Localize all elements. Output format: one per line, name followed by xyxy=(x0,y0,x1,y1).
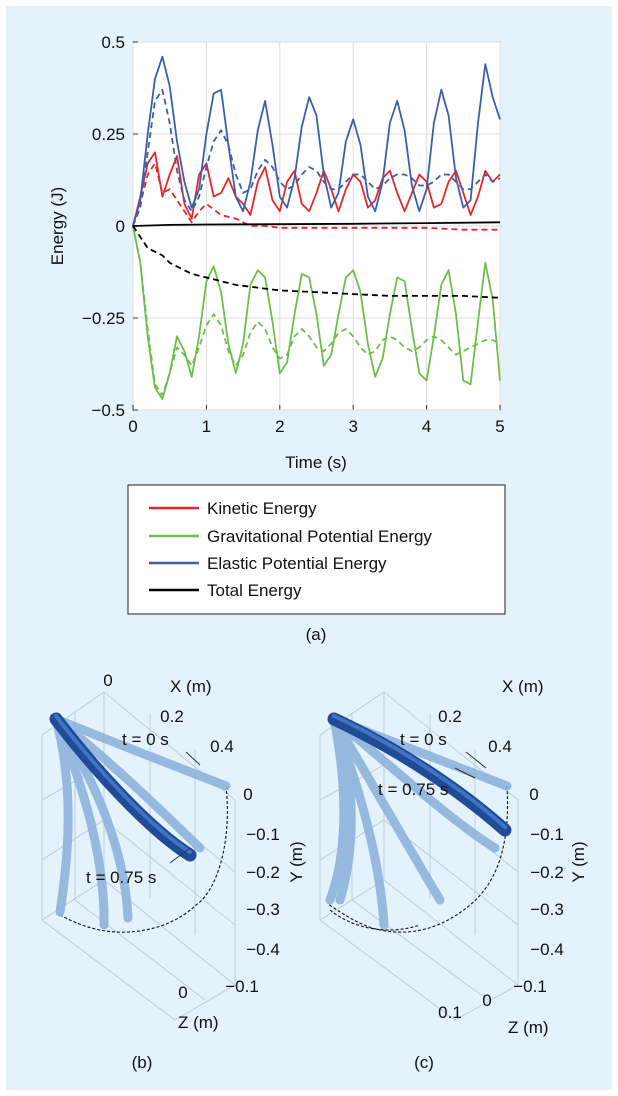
series-line-2 xyxy=(132,225,501,400)
x-tick-label: 0 xyxy=(128,417,137,436)
x-axis-label-b: X (m) xyxy=(170,677,212,696)
y-tick-label: −0.5 xyxy=(91,401,125,420)
x-tick-label: 2 xyxy=(275,417,284,436)
tick-label-z: 0 xyxy=(178,983,187,1002)
legend-label-gravitational: Gravitational Potential Energy xyxy=(207,527,432,546)
tick-label-x: 0 xyxy=(103,671,112,690)
series-line-6 xyxy=(132,221,501,227)
energy-chart: 0 1 2 3 4 5 0.5 0.25 0 −0.25 −0.5 Time (s) Energy… xyxy=(48,33,505,472)
series-line-4 xyxy=(132,55,501,227)
annotation-leader-t075 xyxy=(454,767,476,779)
y-axis-label-c: Y (m) xyxy=(569,841,588,882)
series-line-7 xyxy=(132,225,501,299)
y-tick-label: 0.25 xyxy=(92,125,125,144)
tick-label-x: 0.2 xyxy=(438,707,462,726)
tick-label-y: −0.2 xyxy=(246,863,280,882)
tick-label-y: −0.1 xyxy=(530,825,564,844)
annotation-t075: t = 0.75 s xyxy=(86,868,156,887)
legend-label-total: Total Energy xyxy=(207,581,302,600)
legend-label-kinetic: Kinetic Energy xyxy=(207,499,317,518)
series-line-1 xyxy=(132,162,500,231)
rod-initial-highlight xyxy=(54,714,192,854)
x-tick-label: 4 xyxy=(422,417,431,436)
tick-labels-b: 0 0.2 0.4 0 −0.1 −0.2 −0.3 −0.4 0 −0.1 xyxy=(103,671,280,1002)
caption-b: (b) xyxy=(132,1053,153,1072)
caption-c: (c) xyxy=(414,1053,434,1072)
y-tick-labels: 0.5 0.25 0 −0.25 −0.5 xyxy=(82,33,125,420)
annotation-t0: t = 0 s xyxy=(122,730,169,749)
tick-label-y: −0.2 xyxy=(530,863,564,882)
tick-label-y: −0.1 xyxy=(246,825,280,844)
rod-plot-b: t = 0 s t = 0.75 s X (m) 0 0.2 0.4 0 −0.1 −0.… xyxy=(41,671,306,1072)
annotation-t0: t = 0 s xyxy=(400,730,447,749)
x-axis-label: Time (s) xyxy=(285,453,347,472)
tick-label-z: −0.1 xyxy=(513,977,547,996)
tick-labels-c: 0.2 0.4 0 −0.1 −0.2 −0.3 −0.4 0.1 0 −0.1 xyxy=(438,707,564,1022)
series-line-5 xyxy=(132,88,501,227)
tick-label-z: 0 xyxy=(482,991,491,1010)
tick-label-y: −0.3 xyxy=(246,900,280,919)
tick-label-y: 0 xyxy=(243,785,252,804)
annotation-leader-t0 xyxy=(185,751,201,766)
legend-label-elastic: Elastic Potential Energy xyxy=(207,554,387,573)
z-axis-label-b: Z (m) xyxy=(178,1013,219,1032)
x-tick-label: 3 xyxy=(348,417,357,436)
annotation-leader-t0 xyxy=(465,751,487,769)
tick-label-x: 0.4 xyxy=(488,737,512,756)
rod-initial-highlight xyxy=(332,714,507,829)
x-tick-labels: 0 1 2 3 4 5 xyxy=(128,417,504,436)
y-tick-label: 0.5 xyxy=(101,33,125,52)
series-line-3 xyxy=(132,225,501,397)
tick-label-x: 0.2 xyxy=(160,707,184,726)
tick-label-y: −0.4 xyxy=(246,940,280,959)
rod-plot-c: t = 0 s t = 0.75 s X (m) 0.2 0.4 0 −0.1 −0.2… xyxy=(319,677,588,1072)
tick-label-x: 0.4 xyxy=(210,737,234,756)
y-tick-label: 0 xyxy=(116,217,125,236)
x-axis-label-c: X (m) xyxy=(502,677,544,696)
tick-label-z: −0.1 xyxy=(225,977,259,996)
tip-trajectory xyxy=(327,785,509,933)
annotation-leader-t075 xyxy=(169,847,191,864)
series-group xyxy=(132,55,501,400)
rod-initial xyxy=(327,712,512,837)
grid xyxy=(132,41,501,411)
y-axis-label: Energy (J) xyxy=(48,187,67,265)
series-line-0 xyxy=(132,151,501,227)
tick-label-y: 0 xyxy=(529,785,538,804)
annotation-t075: t = 0.75 s xyxy=(378,780,448,799)
z-axis-label-c: Z (m) xyxy=(508,1018,549,1037)
tip-trajectory xyxy=(57,785,228,933)
tip-trajectory-lower xyxy=(329,909,421,931)
tick-label-y: −0.4 xyxy=(530,940,564,959)
tick-label-y: −0.3 xyxy=(530,900,564,919)
y-tick-label: −0.25 xyxy=(82,309,125,328)
legend: Kinetic Energy Gravitational Potential E… xyxy=(127,484,506,615)
legend-box xyxy=(127,484,506,615)
caption-a: (a) xyxy=(306,625,327,644)
y-axis-label-b: Y (m) xyxy=(287,841,306,882)
tick-label-z: 0.1 xyxy=(438,1003,462,1022)
x-tick-label: 1 xyxy=(202,417,211,436)
rod-snapshots xyxy=(325,714,512,930)
x-tick-label: 5 xyxy=(495,417,504,436)
